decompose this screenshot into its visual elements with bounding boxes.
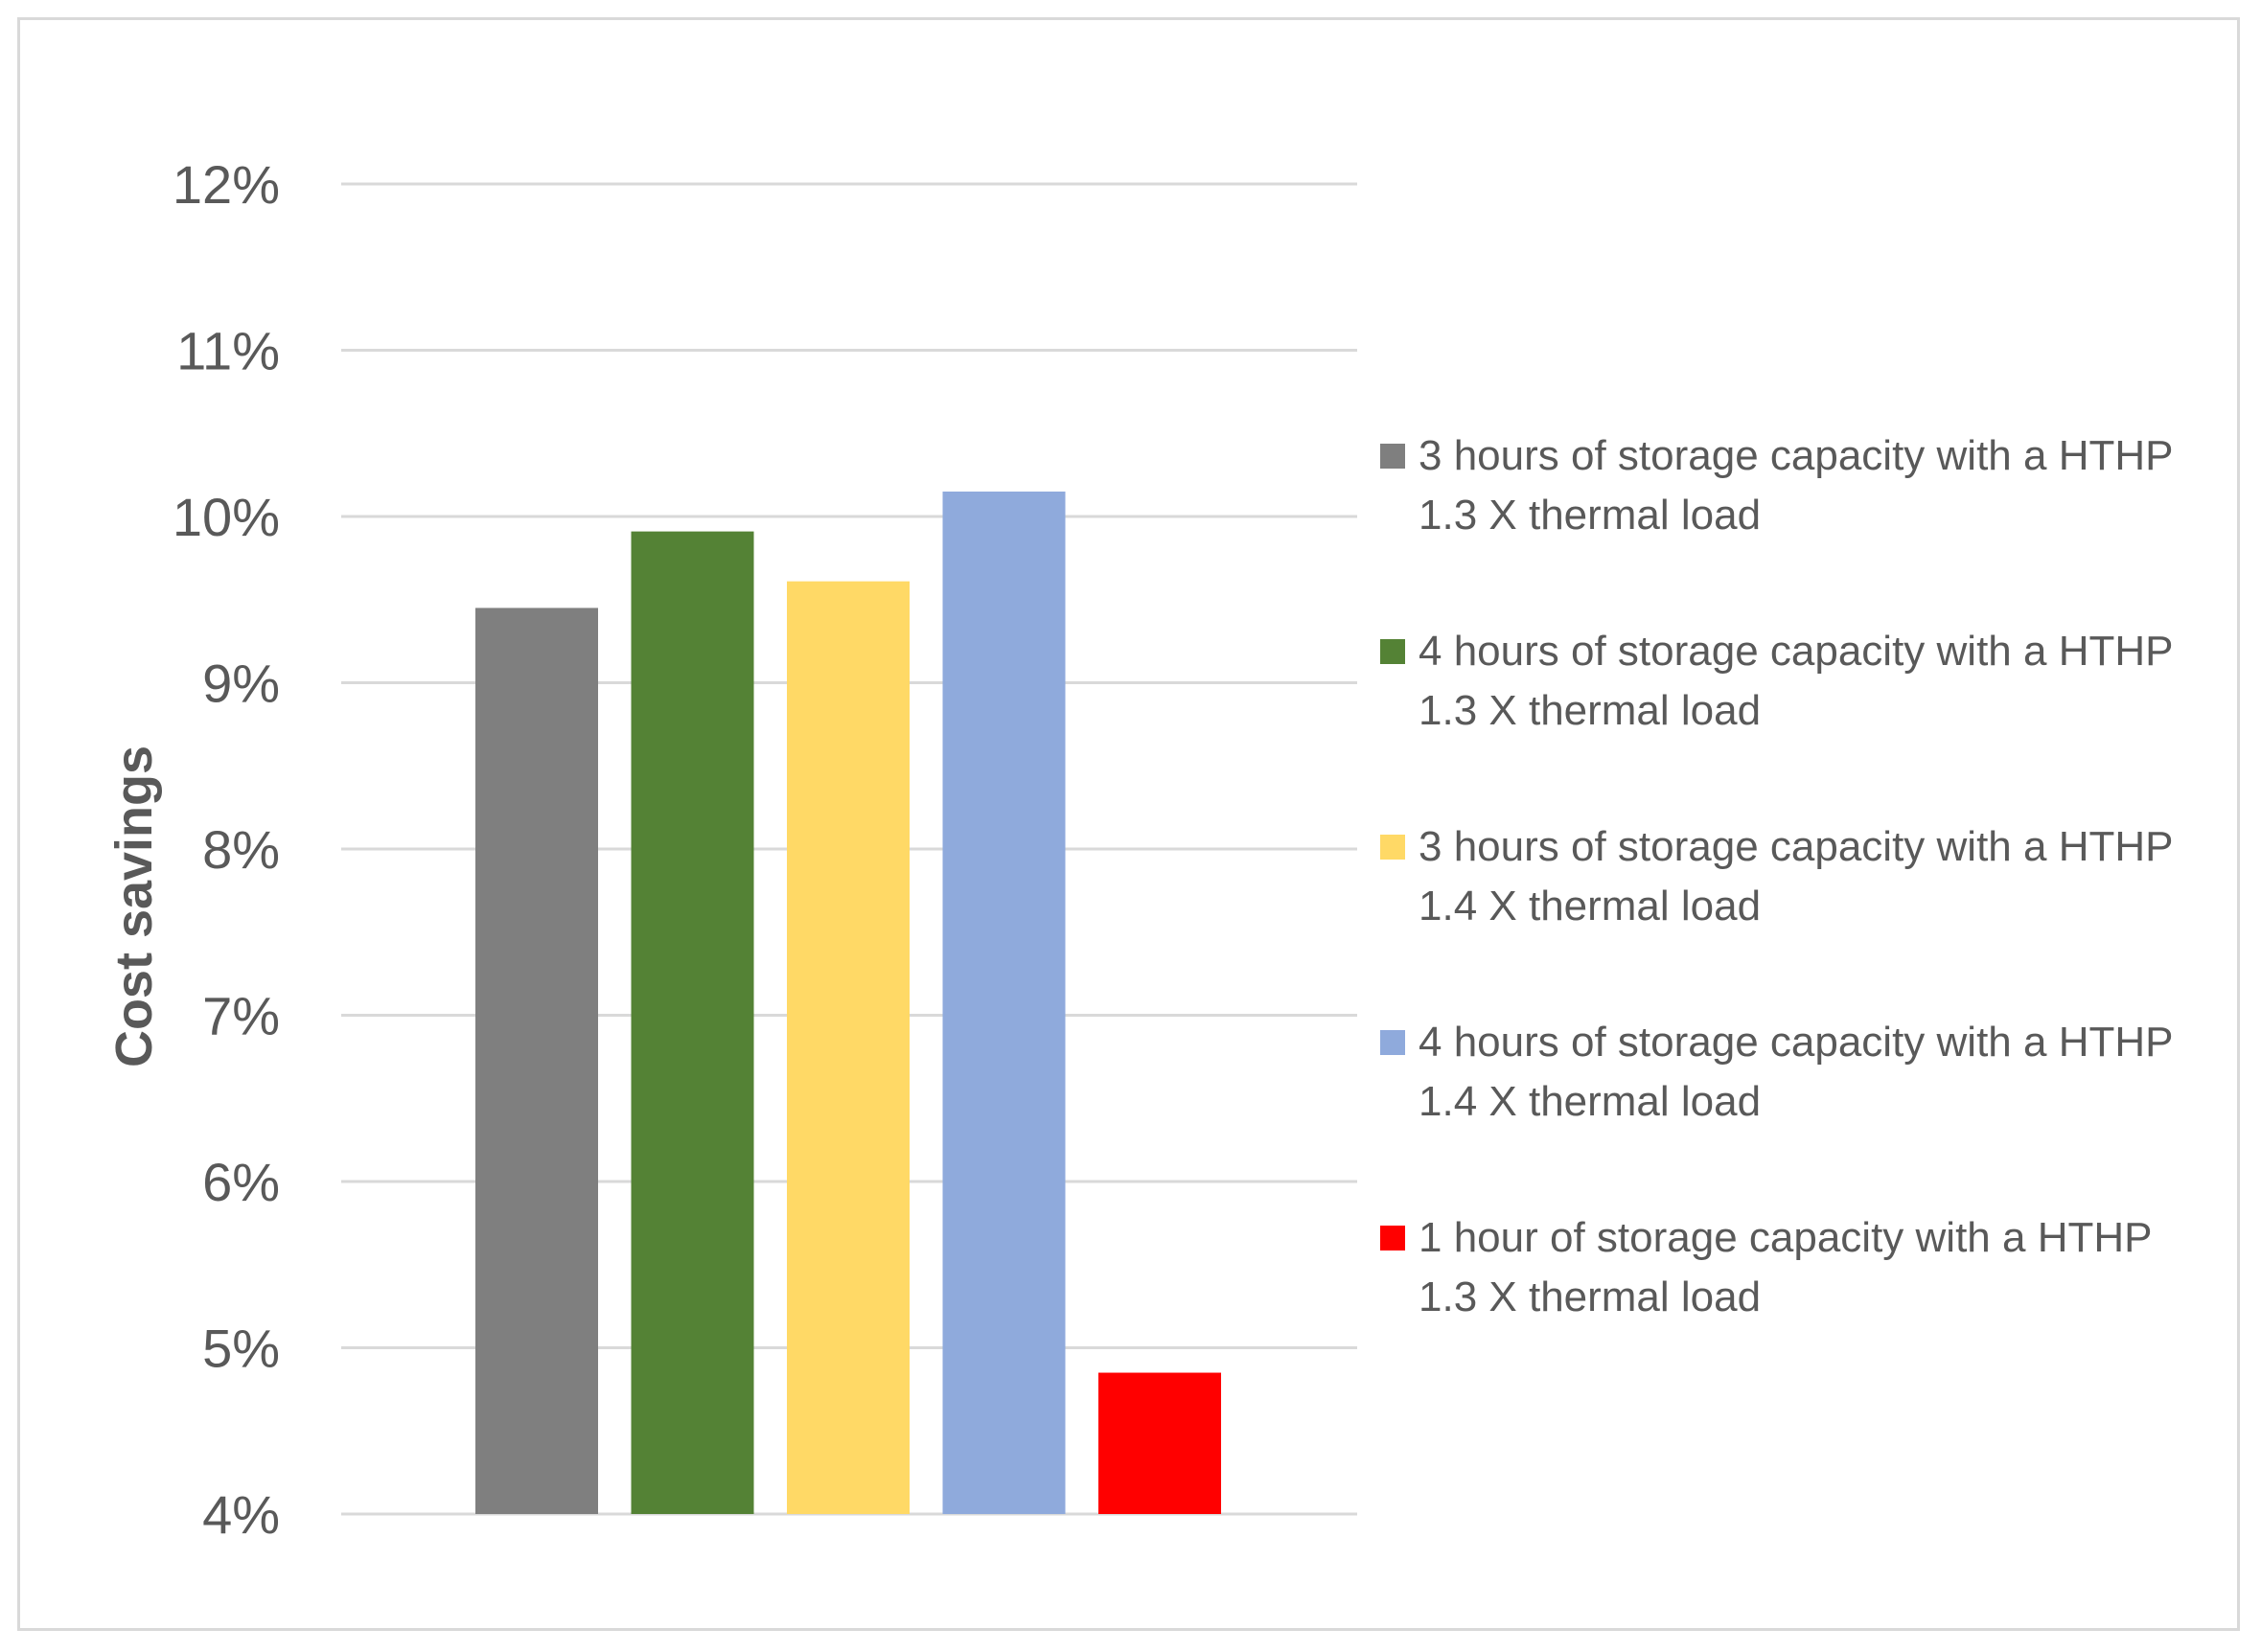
y-tick-label: 8% xyxy=(202,819,280,880)
y-tick-label: 5% xyxy=(202,1319,280,1379)
bar-3 xyxy=(787,581,910,1514)
legend-swatch xyxy=(1380,639,1405,664)
bar-2 xyxy=(631,531,754,1514)
y-tick-label: 7% xyxy=(202,986,280,1046)
legend-swatch xyxy=(1380,444,1405,469)
bar-4 xyxy=(942,491,1066,1514)
legend-label-line2: 1.4 X thermal load xyxy=(1419,883,1761,929)
bar-5 xyxy=(1098,1372,1221,1514)
legend-item: 4 hours of storage capacity with a HTHP 1… xyxy=(1380,1019,2173,1125)
legend-label-line2: 1.4 X thermal load xyxy=(1419,1078,1761,1125)
legend-label-line1: 4 hours of storage capacity with a HTHP xyxy=(1419,1019,2173,1066)
y-tick-label: 9% xyxy=(202,654,280,714)
chart-frame xyxy=(17,17,2240,1631)
legend-swatch xyxy=(1380,1226,1405,1250)
bars xyxy=(475,491,1221,1514)
legend-label-line1: 1 hour of storage capacity with a HTHP xyxy=(1419,1214,2152,1261)
legend-item: 4 hours of storage capacity with a HTHP 1… xyxy=(1380,628,2173,734)
y-axis-title: Cost savings xyxy=(105,746,163,1067)
legend-swatch xyxy=(1380,1030,1405,1055)
legend-item: 1 hour of storage capacity with a HTHP 1.… xyxy=(1380,1214,2152,1320)
y-tick-label: 6% xyxy=(202,1152,280,1212)
legend: 3 hours of storage capacity with a HTHP 1… xyxy=(1380,432,2173,1320)
legend-label-line1: 3 hours of storage capacity with a HTHP xyxy=(1419,823,2173,870)
y-tick-label: 4% xyxy=(202,1484,280,1545)
y-tick-label: 10% xyxy=(173,487,280,547)
legend-label-line1: 4 hours of storage capacity with a HTHP xyxy=(1419,628,2173,675)
y-tick-label: 12% xyxy=(173,154,280,215)
legend-swatch xyxy=(1380,835,1405,860)
legend-label-line2: 1.3 X thermal load xyxy=(1419,1273,1761,1320)
y-tick-label: 11% xyxy=(176,321,280,381)
bar-1 xyxy=(475,608,598,1514)
y-axis-ticks: 4% 5% 6% 7% 8% 9% 10% 11% 12% xyxy=(173,154,280,1545)
legend-item: 3 hours of storage capacity with a HTHP 1… xyxy=(1380,823,2173,929)
legend-label-line2: 1.3 X thermal load xyxy=(1419,687,1761,734)
legend-label-line1: 3 hours of storage capacity with a HTHP xyxy=(1419,432,2173,479)
legend-item: 3 hours of storage capacity with a HTHP 1… xyxy=(1380,432,2173,539)
legend-label-line2: 1.3 X thermal load xyxy=(1419,492,1761,539)
